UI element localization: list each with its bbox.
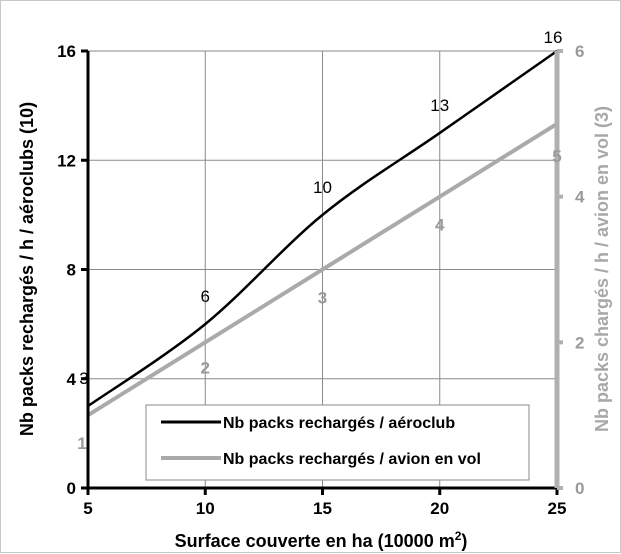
legend-label-avion: Nb packs rechargés / avion en vol [223, 451, 481, 468]
y2-tick-label: 0 [575, 479, 584, 498]
y2-axis-title: Nb packs chargés / h / avion en vol (3) [592, 106, 612, 432]
data-label-avion: 1 [77, 434, 86, 453]
series-layer [86, 49, 559, 417]
y-tick-label: 4 [67, 370, 77, 389]
data-label-aeroclub: 16 [544, 28, 563, 47]
y-tick-label: 0 [67, 479, 76, 498]
series-avion-line [86, 122, 559, 417]
y-axis-title: Nb packs rechargés / h / aéroclubs (10) [17, 102, 37, 436]
data-label-aeroclub: 10 [313, 178, 332, 197]
y-tick-label: 12 [57, 151, 76, 170]
y2-tick-label: 2 [575, 333, 584, 352]
series-aeroclub-line [87, 49, 558, 408]
x-tick-label: 15 [313, 499, 332, 518]
data-label-avion: 5 [552, 147, 561, 166]
legend: Nb packs rechargés / aéroclub Nb packs r… [145, 404, 530, 481]
data-label-aeroclub: 13 [430, 96, 449, 115]
x-axis-title: Surface couverte en ha (10000 m2) [175, 529, 468, 551]
x-tick-label: 20 [430, 499, 449, 518]
y2-tick-label: 4 [575, 188, 585, 207]
data-labels: 3 6 10 13 16 1 2 3 4 5 [77, 28, 562, 453]
data-label-avion: 3 [318, 289, 327, 308]
legend-box [145, 404, 530, 481]
x-tick-label: 10 [196, 499, 215, 518]
data-label-avion: 4 [435, 216, 445, 235]
x-tick-label: 25 [548, 499, 567, 518]
data-label-aeroclub: 6 [201, 287, 210, 306]
x-tick-label: 5 [83, 499, 92, 518]
y2-tick-label: 6 [575, 42, 584, 61]
data-label-aeroclub: 3 [79, 369, 88, 388]
y-tick-label: 16 [57, 42, 76, 61]
legend-label-aeroclub: Nb packs rechargés / aéroclub [223, 415, 455, 432]
y-tick-label: 8 [67, 261, 76, 280]
data-label-avion: 2 [201, 358, 210, 377]
